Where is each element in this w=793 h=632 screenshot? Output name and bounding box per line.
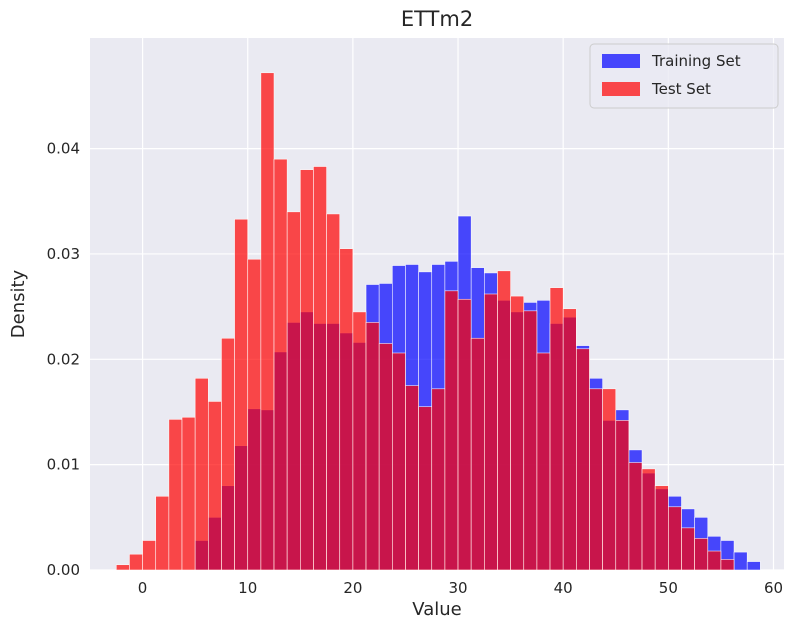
test-bar [405, 385, 419, 571]
test-bar [536, 352, 551, 571]
x-tick-label: 30 [448, 579, 467, 597]
y-tick-label: 0.01 [47, 456, 80, 474]
test-bar [168, 419, 183, 571]
y-tick-label: 0.03 [47, 245, 80, 263]
x-tick-label: 20 [343, 579, 362, 597]
x-tick-label: 40 [554, 579, 573, 597]
test-bar [562, 308, 577, 571]
test-bar [313, 166, 327, 571]
test-bar [484, 293, 498, 571]
test-bar [207, 401, 222, 571]
x-tick-label: 10 [238, 579, 257, 597]
test-bar [326, 213, 341, 571]
test-bar [221, 337, 235, 571]
test-bar [694, 538, 709, 571]
test-bar [707, 550, 722, 571]
test-bar [641, 468, 656, 571]
training-bar [733, 551, 748, 571]
legend-swatch-training [602, 54, 640, 68]
test-bar [602, 388, 617, 571]
test-bar [129, 553, 143, 571]
x-tick-label: 50 [659, 579, 678, 597]
chart-title: ETTm2 [401, 7, 473, 31]
test-bar [365, 322, 380, 571]
test-bar [549, 287, 564, 571]
legend: Training Set Test Set [589, 43, 779, 109]
legend-label-training: Training Set [651, 52, 741, 70]
test-bar [470, 337, 485, 571]
test-bar [339, 248, 354, 571]
test-bar [510, 295, 525, 571]
x-axis-label: Value [412, 599, 461, 620]
test-bar [234, 218, 249, 571]
test-bar [260, 72, 275, 571]
test-bar [286, 211, 301, 571]
test-bar [142, 540, 157, 571]
test-bar [457, 298, 472, 571]
test-bar [273, 158, 288, 571]
test-bar [681, 527, 695, 571]
legend-label-test: Test Set [651, 80, 711, 98]
test-bar [628, 462, 643, 571]
training-bar [746, 561, 761, 571]
x-tick-label: 0 [138, 579, 148, 597]
test-bar [392, 352, 406, 571]
y-axis-label: Density [8, 269, 29, 338]
test-bar [668, 506, 682, 571]
test-bar [155, 495, 170, 571]
test-bar [444, 290, 459, 571]
test-bar [378, 343, 393, 571]
y-tick-label: 0.04 [47, 140, 80, 158]
test-bar [576, 348, 590, 571]
histogram-bars [115, 72, 761, 571]
x-tick-label: 60 [764, 579, 783, 597]
test-bar [194, 377, 209, 571]
test-bar [115, 564, 130, 571]
tick-labels: 0 10 20 30 40 50 60 0.00 0.01 0.02 0.03 0.04 [47, 140, 783, 597]
y-tick-label: 0.00 [47, 561, 80, 579]
test-bar [654, 485, 669, 571]
test-bar [418, 406, 433, 571]
test-bar [720, 559, 735, 571]
test-bar [181, 416, 196, 571]
test-bar [352, 311, 367, 571]
test-bar [431, 388, 446, 571]
test-bar [300, 169, 314, 571]
test-bar [497, 270, 511, 571]
test-bar [589, 388, 603, 571]
test-bar [247, 258, 262, 571]
test-bar [615, 420, 630, 571]
legend-swatch-test [602, 82, 640, 96]
y-tick-label: 0.02 [47, 350, 80, 368]
test-bar [523, 310, 538, 571]
